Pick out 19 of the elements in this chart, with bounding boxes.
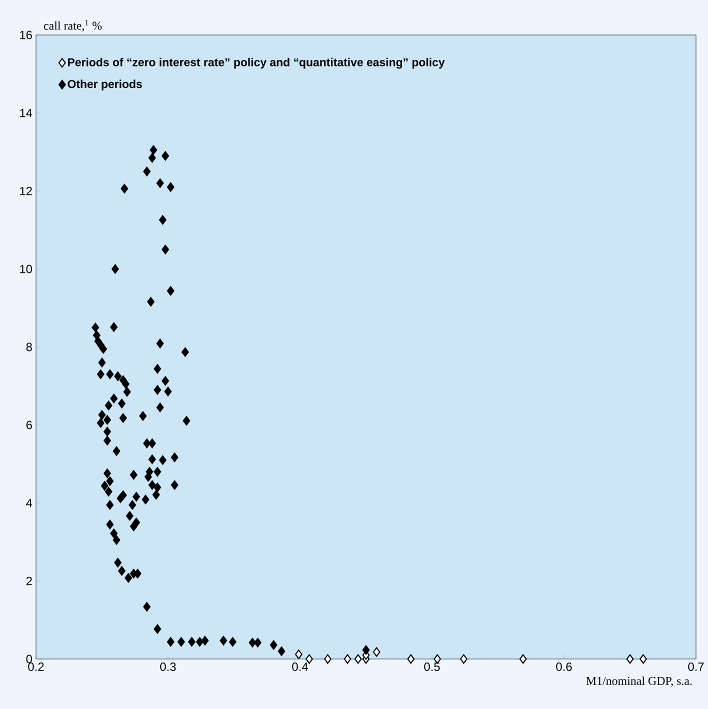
y-axis-title: call rate,$^{1}$ % [44,20,102,32]
y-tick-label: 8 [26,342,32,352]
legend-label: Periods of “zero interest rate” policy and “quantitative easing” policy [68,58,445,69]
y-tick-label: 14 [20,108,32,118]
y-tick-label: 0 [26,654,32,664]
x-tick-label: 0.7 [688,662,704,671]
y-tick-label: 16 [20,30,32,40]
x-tick-label: 0.2 [28,662,44,671]
y-tick-label: 12 [20,186,32,196]
y-tick-label: 2 [26,576,32,586]
y-tick-label: 4 [26,498,32,508]
y-tick-label: 6 [26,420,32,430]
x-tick-label: 0.4 [292,662,308,671]
legend-label: Other periods [68,80,142,90]
x-tick-label: 0.3 [160,662,176,671]
y-tick-label: 10 [20,264,32,274]
x-tick-label: 0.5 [424,662,440,671]
x-axis-title: M1/nominal GDP, s.a. [586,676,692,687]
x-tick-label: 0.6 [556,662,572,671]
